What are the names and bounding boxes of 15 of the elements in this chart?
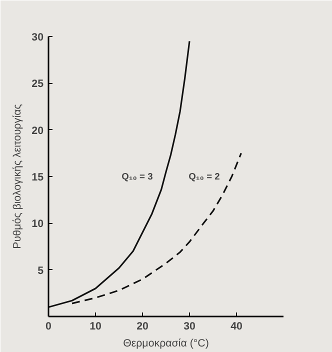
x-tick-label: 40 <box>230 320 242 332</box>
y-tick-label: 30 <box>32 32 44 44</box>
y-tick-label: 10 <box>32 218 44 230</box>
x-tick-label: 20 <box>136 320 148 332</box>
y-tick-label: 25 <box>32 78 44 90</box>
y-tick-label: 15 <box>32 172 44 184</box>
x-tick-label: 10 <box>90 320 102 332</box>
y-tick-label: 5 <box>38 264 44 277</box>
y-tick-label: 20 <box>32 124 44 137</box>
series-label: Q₁₀ = 3 <box>122 172 153 182</box>
x-tick-label: 0 <box>46 320 52 332</box>
x-tick-label: 30 <box>184 320 196 332</box>
y-axis-title: Ρυθμός βιολογικής λειτουργίας <box>12 104 24 249</box>
series-label: Q₁₀ = 2 <box>188 172 220 182</box>
x-axis-title: Θερμοκρασία (°C) <box>123 338 209 350</box>
